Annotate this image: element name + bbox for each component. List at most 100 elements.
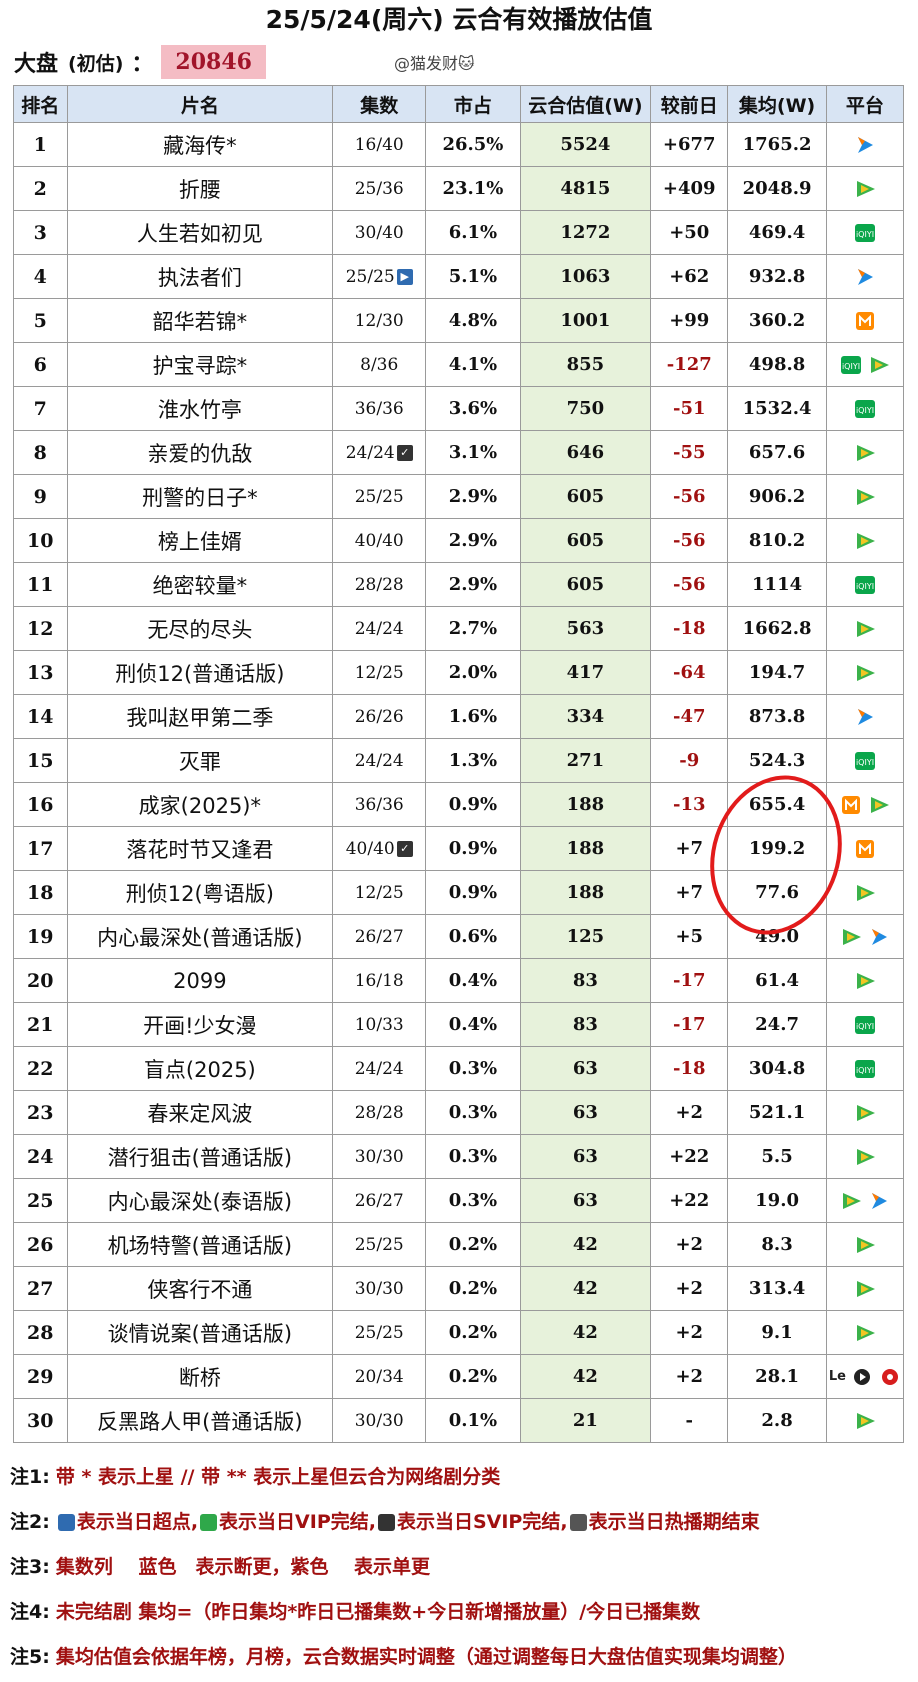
delta-text: -56 [672, 486, 706, 507]
episodes-text: 36/36 [354, 794, 404, 815]
table-row: 15 灭罪 24/24 1.3% 271 -9 524.3 iQIYI [13, 738, 905, 783]
episodes-text: 26/26 [354, 706, 404, 727]
rank-text: 17 [27, 837, 54, 860]
market-share-cell: 4.1% [425, 342, 521, 387]
rank-cell: 17 [13, 826, 68, 871]
show-name-text: 机场特警(普通话版) [107, 1233, 293, 1258]
delta-cell: -56 [650, 562, 729, 607]
episodes-cell: 26/27 [332, 1178, 427, 1223]
delta-cell: +22 [650, 1178, 729, 1223]
episodes-cell: 12/25 [332, 650, 427, 695]
show-name-text: 断桥 [178, 1365, 221, 1390]
episodes-cell: 40/40 [332, 518, 427, 563]
episodes-text: 24/24 [354, 750, 404, 771]
rank-text: 9 [33, 485, 47, 508]
market-share-cell: 0.6% [425, 914, 521, 959]
delta-text: -18 [672, 618, 706, 639]
market-share-cell: 5.1% [425, 254, 521, 299]
episodes-text: 8/36 [360, 354, 399, 375]
show-name-cell: 反黑路人甲(普通话版) [66, 1398, 334, 1443]
market-share-text: 5.1% [448, 266, 498, 287]
show-name-text: 韶华若锦* [152, 309, 248, 334]
delta-cell: -9 [650, 738, 729, 783]
table-row: 16 成家(2025)* 36/36 0.9% 188 -13 655.4 [13, 782, 905, 827]
note-5: 注5: 集均估值会依据年榜，月榜，云合数据实时调整（通过调整每日大盘估值实现集均调… [10, 1635, 910, 1680]
table-row: 2 折腰 25/36 23.1% 4815 +409 2048.9 [13, 166, 905, 211]
estimate-text: 1063 [560, 266, 611, 287]
show-name-text: 榜上佳婿 [157, 529, 242, 554]
market-share-text: 23.1% [442, 178, 504, 199]
market-share-cell: 3.1% [425, 430, 521, 475]
episode-average-cell: 304.8 [727, 1046, 827, 1091]
delta-cell: +7 [650, 870, 729, 915]
rank-cell: 15 [13, 738, 68, 783]
platform-cell [825, 1310, 905, 1355]
episode-average-cell: 873.8 [727, 694, 827, 739]
table-row: 27 侠客行不通 30/30 0.2% 42 +2 313.4 [13, 1266, 905, 1311]
estimate-cell: 188 [519, 782, 652, 827]
estimate-cell: 63 [519, 1046, 652, 1091]
episodes-text: 26/27 [354, 926, 404, 947]
table-row: 25 内心最深处(泰语版) 26/27 0.3% 63 +22 19.0 [13, 1178, 905, 1223]
table-row: 19 内心最深处(普通话版) 26/27 0.6% 125 +5 49.0 [13, 914, 905, 959]
rank-text: 29 [27, 1365, 54, 1388]
delta-text: +2 [675, 1278, 704, 1299]
rank-text: 12 [27, 617, 54, 640]
rank-text: 5 [33, 309, 47, 332]
rank-cell: 19 [13, 914, 68, 959]
note-text: 未完结剧 集均=（昨日集均*昨日已播集数+今日新增播放量）/今日已播集数 [55, 1601, 701, 1623]
mango-tv-icon [841, 795, 860, 814]
table-row: 21 开画!少女漫 10/33 0.4% 83 -17 24.7 iQIYI [13, 1002, 905, 1047]
market-share-text: 2.9% [448, 574, 498, 595]
youku-icon [871, 928, 887, 945]
estimate-text: 125 [566, 926, 605, 947]
letv-play-icon [853, 1368, 870, 1385]
estimate-text: 188 [566, 794, 605, 815]
market-share-text: 0.3% [448, 1102, 498, 1123]
col-share-header: 市占 [425, 85, 521, 123]
market-share-text: 0.3% [448, 1146, 498, 1167]
rank-text: 26 [27, 1233, 54, 1256]
episode-average-text: 313.4 [748, 1278, 806, 1299]
show-name-text: 我叫赵甲第二季 [126, 705, 274, 730]
episode-average-cell: 77.6 [727, 870, 827, 915]
episode-average-text: 9.1 [761, 1322, 793, 1343]
estimate-text: 63 [572, 1190, 598, 1211]
rank-cell: 6 [13, 342, 68, 387]
rank-cell: 30 [13, 1398, 68, 1443]
delta-text: -51 [672, 398, 706, 419]
market-share-text: 0.3% [448, 1190, 498, 1211]
delta-text: -17 [672, 970, 706, 991]
episodes-text: 25/36 [354, 178, 404, 199]
delta-text: -47 [672, 706, 706, 727]
episodes-text: 36/36 [354, 398, 404, 419]
estimate-text: 42 [572, 1366, 598, 1387]
table-row: 26 机场特警(普通话版) 25/25 0.2% 42 +2 8.3 [13, 1222, 905, 1267]
platform-cell: iQIYI [825, 1046, 905, 1091]
episodes-cell: 26/26 [332, 694, 427, 739]
episode-average-cell: 313.4 [727, 1266, 827, 1311]
market-share-cell: 0.3% [425, 1046, 521, 1091]
market-share-text: 2.9% [448, 530, 498, 551]
episodes-text: 40/40 [345, 838, 395, 859]
market-share-cell: 0.3% [425, 1134, 521, 1179]
episode-average-cell: 49.0 [727, 914, 827, 959]
col-episodes-header: 集数 [332, 85, 427, 123]
show-name-cell: 侠客行不通 [66, 1266, 334, 1311]
delta-cell: -56 [650, 518, 729, 563]
market-share-text: 6.1% [448, 222, 498, 243]
episodes-cell: 30/30 [332, 1398, 427, 1443]
rank-cell: 25 [13, 1178, 68, 1223]
rank-text: 3 [33, 221, 47, 244]
iqiyi-icon: iQIYI [854, 575, 875, 594]
market-share-text: 0.9% [448, 838, 498, 859]
col-delta-header: 较前日 [650, 85, 729, 123]
episodes-cell: 25/25 [332, 1310, 427, 1355]
platform-cell [825, 518, 905, 563]
svip-complete-icon: ✓ [396, 445, 413, 461]
estimate-cell: 83 [519, 1002, 652, 1047]
episode-average-text: 199.2 [748, 838, 806, 859]
show-name-cell: 灭罪 [66, 738, 334, 783]
show-name-cell: 护宝寻踪* [66, 342, 334, 387]
estimate-cell: 4815 [519, 166, 652, 211]
